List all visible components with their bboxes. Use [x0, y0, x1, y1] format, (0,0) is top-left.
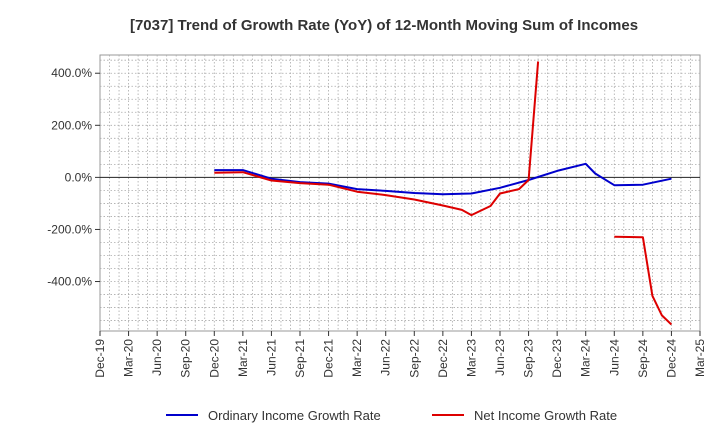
x-tick-label: Mar-23	[464, 339, 478, 377]
vertical-gridlines	[109, 55, 691, 331]
plot-area	[99, 54, 701, 332]
y-tick-label: -400.0%	[47, 275, 92, 289]
x-tick-label: Jun-22	[379, 339, 393, 376]
y-tick-label: -200.0%	[47, 222, 92, 236]
plot-frame	[99, 54, 701, 332]
y-axis-ticks: 400.0% 200.0% 0.0% -200.0% -400.0%	[47, 66, 100, 289]
series-layer	[214, 61, 673, 326]
x-tick-label: Mar-22	[350, 339, 364, 377]
x-tick-label: Jun-20	[150, 339, 164, 376]
x-tick-label: Dec-19	[93, 339, 107, 378]
legend-label-1: Ordinary Income Growth Rate	[208, 408, 381, 423]
x-tick-label: Mar-20	[122, 339, 136, 377]
x-axis-ticks: Dec-19 Mar-20 Jun-20 Sep-20 Dec-20 Mar-21 Jun-…	[93, 331, 707, 378]
x-tick-label: Mar-24	[579, 339, 593, 377]
y-tick-label: 0.0%	[65, 170, 93, 184]
legend-label-2: Net Income Growth Rate	[474, 408, 617, 423]
y-tick-label: 200.0%	[51, 118, 92, 132]
x-tick-label: Jun-23	[493, 339, 507, 376]
chart-title: [7037] Trend of Growth Rate (YoY) of 12-…	[130, 17, 638, 34]
x-tick-label: Dec-20	[207, 339, 221, 378]
x-tick-label: Jun-21	[264, 339, 278, 376]
series-line-2	[214, 61, 673, 326]
x-tick-label: Jun-24	[607, 339, 621, 376]
x-tick-label: Sep-20	[179, 339, 193, 378]
x-tick-label: Dec-21	[322, 339, 336, 378]
x-tick-label: Sep-23	[522, 339, 536, 378]
y-tick-label: 400.0%	[51, 66, 92, 80]
x-tick-label: Dec-23	[550, 339, 564, 378]
legend: Ordinary Income Growth Rate Net Income Gr…	[166, 408, 617, 423]
x-tick-label: Sep-21	[293, 339, 307, 378]
x-tick-label: Dec-22	[436, 339, 450, 378]
x-tick-label: Sep-22	[407, 339, 421, 378]
x-tick-label: Dec-24	[664, 339, 678, 378]
x-tick-label: Sep-24	[636, 339, 650, 378]
x-tick-label: Mar-21	[236, 339, 250, 377]
series-line-1	[214, 162, 672, 196]
x-tick-label: Mar-25	[693, 339, 707, 377]
